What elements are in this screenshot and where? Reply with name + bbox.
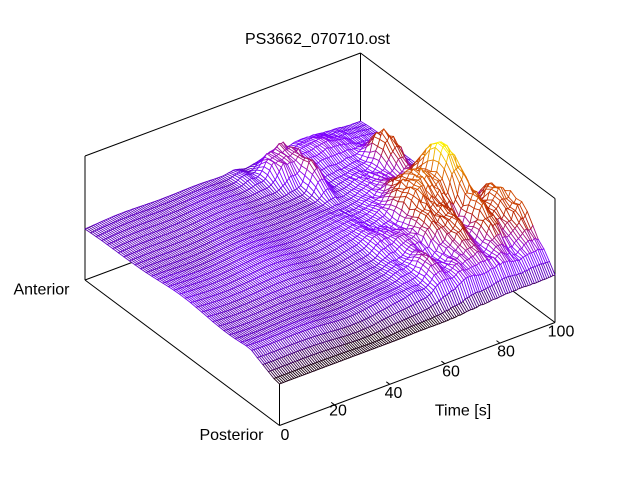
svg-text:Anterior: Anterior [13, 282, 70, 299]
svg-text:0: 0 [281, 427, 290, 444]
svg-text:60: 60 [442, 364, 460, 381]
svg-text:PS3662_070710.ost: PS3662_070710.ost [245, 31, 391, 48]
svg-text:Posterior: Posterior [199, 427, 264, 444]
svg-text:Time [s]: Time [s] [435, 403, 491, 420]
svg-text:100: 100 [548, 324, 575, 341]
svg-text:80: 80 [497, 344, 515, 361]
svg-text:40: 40 [385, 385, 403, 402]
svg-text:20: 20 [329, 403, 347, 420]
